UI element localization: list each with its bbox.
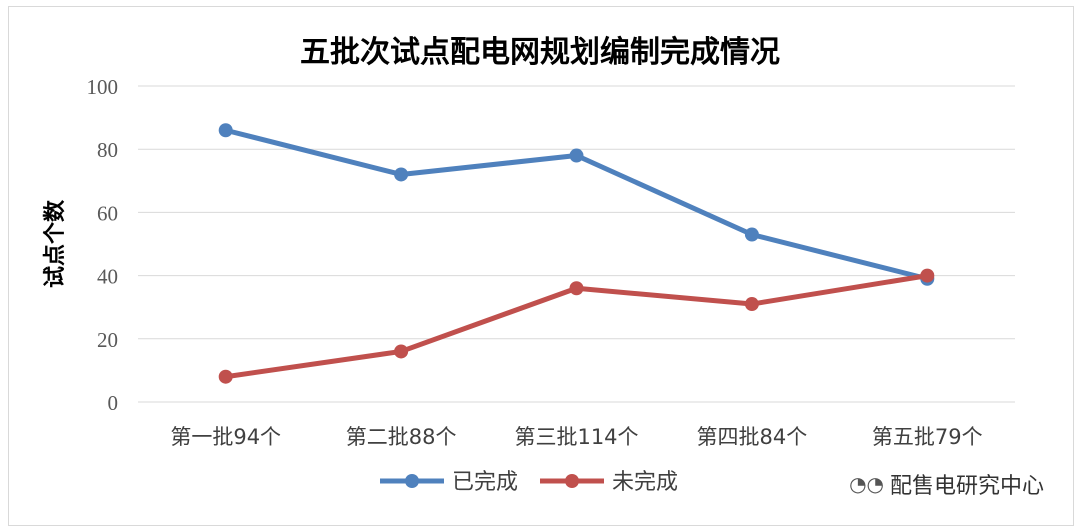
y-tick-label: 0 <box>108 391 119 415</box>
legend-label: 已完成 <box>452 470 518 495</box>
x-tick-label: 第五批79个 <box>872 425 983 449</box>
x-tick-label: 第三批114个 <box>514 425 638 449</box>
y-tick-label: 100 <box>87 75 119 99</box>
data-point <box>569 281 584 296</box>
y-tick-label: 40 <box>97 265 118 289</box>
legend-marker <box>405 474 419 488</box>
data-point <box>569 148 584 163</box>
watermark: ◔◔ 配售电研究中心 <box>849 468 1044 500</box>
x-tick-label: 第一批94个 <box>170 425 281 449</box>
x-tick-label: 第四批84个 <box>697 425 808 449</box>
chart-frame <box>8 6 1074 526</box>
data-point <box>394 344 409 359</box>
legend-label: 未完成 <box>612 470 678 495</box>
wechat-icon: ◔◔ <box>849 472 884 496</box>
y-axis-label: 试点个数 <box>42 199 68 288</box>
data-point <box>218 369 233 384</box>
y-tick-label: 60 <box>97 201 118 225</box>
data-point <box>744 297 759 312</box>
data-point <box>744 227 759 242</box>
data-point <box>920 268 935 283</box>
x-tick-label: 第二批88个 <box>346 425 457 449</box>
chart-title: 五批次试点配电网规划编制完成情况 <box>300 35 780 70</box>
legend-marker <box>565 474 579 488</box>
y-tick-label: 80 <box>97 138 118 162</box>
data-point <box>394 167 409 182</box>
watermark-text: 配售电研究中心 <box>889 474 1044 499</box>
data-point <box>218 123 233 138</box>
y-tick-label: 20 <box>97 328 118 352</box>
